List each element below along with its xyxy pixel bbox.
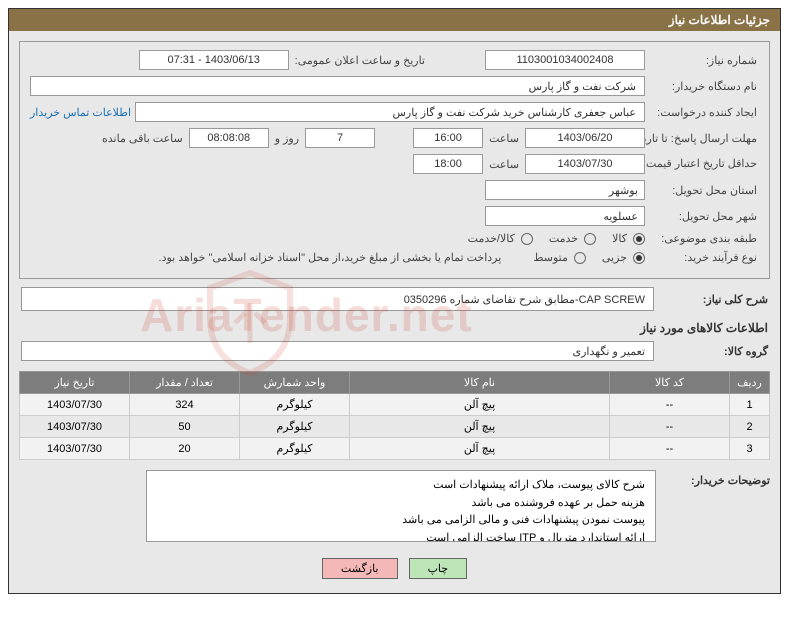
table-cell: پیچ آلن — [350, 438, 610, 460]
radio-icon — [633, 252, 645, 264]
category-radio-group: کالا خدمت کالا/خدمت — [466, 232, 645, 245]
radio-label: خدمت — [547, 232, 580, 245]
requester-label: ایجاد کننده درخواست: — [649, 106, 759, 119]
table-cell: کیلوگرم — [240, 416, 350, 438]
table-cell: پیچ آلن — [350, 394, 610, 416]
panel-title: جزئیات اطلاعات نیاز — [9, 9, 780, 31]
table-cell: 3 — [730, 438, 770, 460]
buyer-org-label: نام دستگاه خریدار: — [649, 80, 759, 93]
radio-icon — [574, 252, 586, 264]
table-header: نام کالا — [350, 372, 610, 394]
table-header: کد کالا — [610, 372, 730, 394]
items-table: ردیفکد کالانام کالاواحد شمارشتعداد / مقد… — [19, 371, 770, 460]
radio-label: جزیی — [600, 251, 629, 264]
main-panel: جزئیات اطلاعات نیاز شماره نیاز: 11030010… — [8, 8, 781, 594]
city-value: عسلویه — [485, 206, 645, 226]
table-cell: -- — [610, 416, 730, 438]
print-button[interactable]: چاپ — [409, 558, 468, 579]
purchase-type-label: نوع فرآیند خرید: — [649, 251, 759, 264]
table-row: 3--پیچ آلنکیلوگرم201403/07/30 — [20, 438, 770, 460]
table-header: تاریخ نیاز — [20, 372, 130, 394]
table-cell: -- — [610, 394, 730, 416]
buyer-contact-link[interactable]: اطلاعات تماس خریدار — [30, 106, 131, 119]
buyer-notes-box[interactable]: شرح کالای پیوست، ملاک ارائه پیشنهادات اس… — [146, 470, 656, 542]
overall-desc-label: شرح کلی نیاز: — [658, 293, 768, 306]
hour-label-2: ساعت — [487, 158, 521, 171]
radio-label: کالا — [610, 232, 629, 245]
price-valid-label: حداقل تاریخ اعتبار قیمت: تا تاریخ: — [649, 157, 759, 171]
purchase-type-option-1[interactable]: متوسط — [531, 251, 586, 264]
province-label: استان محل تحویل: — [649, 184, 759, 197]
table-row: 2--پیچ آلنکیلوگرم501403/07/30 — [20, 416, 770, 438]
need-no-label: شماره نیاز: — [649, 54, 759, 67]
purchase-type-option-0[interactable]: جزیی — [600, 251, 645, 264]
reply-time-value: 16:00 — [413, 128, 483, 148]
buyer-org-value: شرکت نفت و گاز پارس — [30, 76, 645, 96]
table-cell: 324 — [130, 394, 240, 416]
category-option-1[interactable]: خدمت — [547, 232, 596, 245]
need-no-value: 1103001034002408 — [485, 50, 645, 70]
table-cell: 2 — [730, 416, 770, 438]
time-left-value: 08:08:08 — [189, 128, 269, 148]
table-cell: کیلوگرم — [240, 394, 350, 416]
requester-value: عباس جعفری کارشناس خرید شرکت نفت و گاز پ… — [135, 102, 645, 122]
back-button[interactable]: بازگشت — [322, 558, 398, 579]
category-label: طبقه بندی موضوعی: — [649, 232, 759, 245]
days-and-label: روز و — [273, 132, 301, 145]
payment-note: پرداخت تمام یا بخشی از مبلغ خرید،از محل … — [157, 251, 504, 264]
note-line: شرح کالای پیوست، ملاک ارائه پیشنهادات اس… — [157, 477, 645, 495]
item-group-label: گروه کالا: — [658, 345, 768, 358]
city-label: شهر محل تحویل: — [649, 210, 759, 223]
table-row: 1--پیچ آلنکیلوگرم3241403/07/30 — [20, 394, 770, 416]
overall-desc-value: CAP SCREW-مطابق شرح تقاضای شماره 0350296 — [21, 287, 654, 311]
note-line: پیوست نمودن پیشنهادات فنی و مالی الزامی … — [157, 512, 645, 530]
table-header: واحد شمارش — [240, 372, 350, 394]
table-cell: کیلوگرم — [240, 438, 350, 460]
buyer-notes-label: توضیحات خریدار: — [660, 470, 770, 487]
category-option-2[interactable]: کالا/خدمت — [466, 232, 533, 245]
table-cell: 50 — [130, 416, 240, 438]
reply-deadline-label: مهلت ارسال پاسخ: تا تاریخ: — [649, 132, 759, 145]
hour-label-1: ساعت — [487, 132, 521, 145]
announce-dt-label: تاریخ و ساعت اعلان عمومی: — [293, 54, 427, 67]
note-line: هزینه حمل بر عهده فروشنده می باشد — [157, 495, 645, 513]
radio-icon — [521, 233, 533, 245]
table-cell: 1403/07/30 — [20, 394, 130, 416]
reply-date-value: 1403/06/20 — [525, 128, 645, 148]
item-group-value: تعمیر و نگهداری — [21, 341, 654, 361]
price-valid-time-value: 18:00 — [413, 154, 483, 174]
remaining-label: ساعت باقی مانده — [100, 132, 185, 145]
table-cell: پیچ آلن — [350, 416, 610, 438]
radio-icon — [584, 233, 596, 245]
radio-icon — [633, 233, 645, 245]
table-header: ردیف — [730, 372, 770, 394]
table-cell: -- — [610, 438, 730, 460]
category-option-0[interactable]: کالا — [610, 232, 645, 245]
announce-dt-value: 1403/06/13 - 07:31 — [139, 50, 289, 70]
price-valid-date-value: 1403/07/30 — [525, 154, 645, 174]
table-header: تعداد / مقدار — [130, 372, 240, 394]
details-panel: شماره نیاز: 1103001034002408 تاریخ و ساع… — [19, 41, 770, 279]
items-section-title: اطلاعات کالاهای مورد نیاز — [21, 321, 768, 335]
table-cell: 1403/07/30 — [20, 438, 130, 460]
radio-label: کالا/خدمت — [466, 232, 517, 245]
province-value: بوشهر — [485, 180, 645, 200]
table-cell: 1 — [730, 394, 770, 416]
note-line: ارائه استاندارد متریال و ITP ساخت الزامی… — [157, 530, 645, 542]
days-left-value: 7 — [305, 128, 375, 148]
table-cell: 20 — [130, 438, 240, 460]
table-cell: 1403/07/30 — [20, 416, 130, 438]
radio-label: متوسط — [531, 251, 570, 264]
purchase-type-radio-group: جزیی متوسط — [531, 251, 645, 264]
